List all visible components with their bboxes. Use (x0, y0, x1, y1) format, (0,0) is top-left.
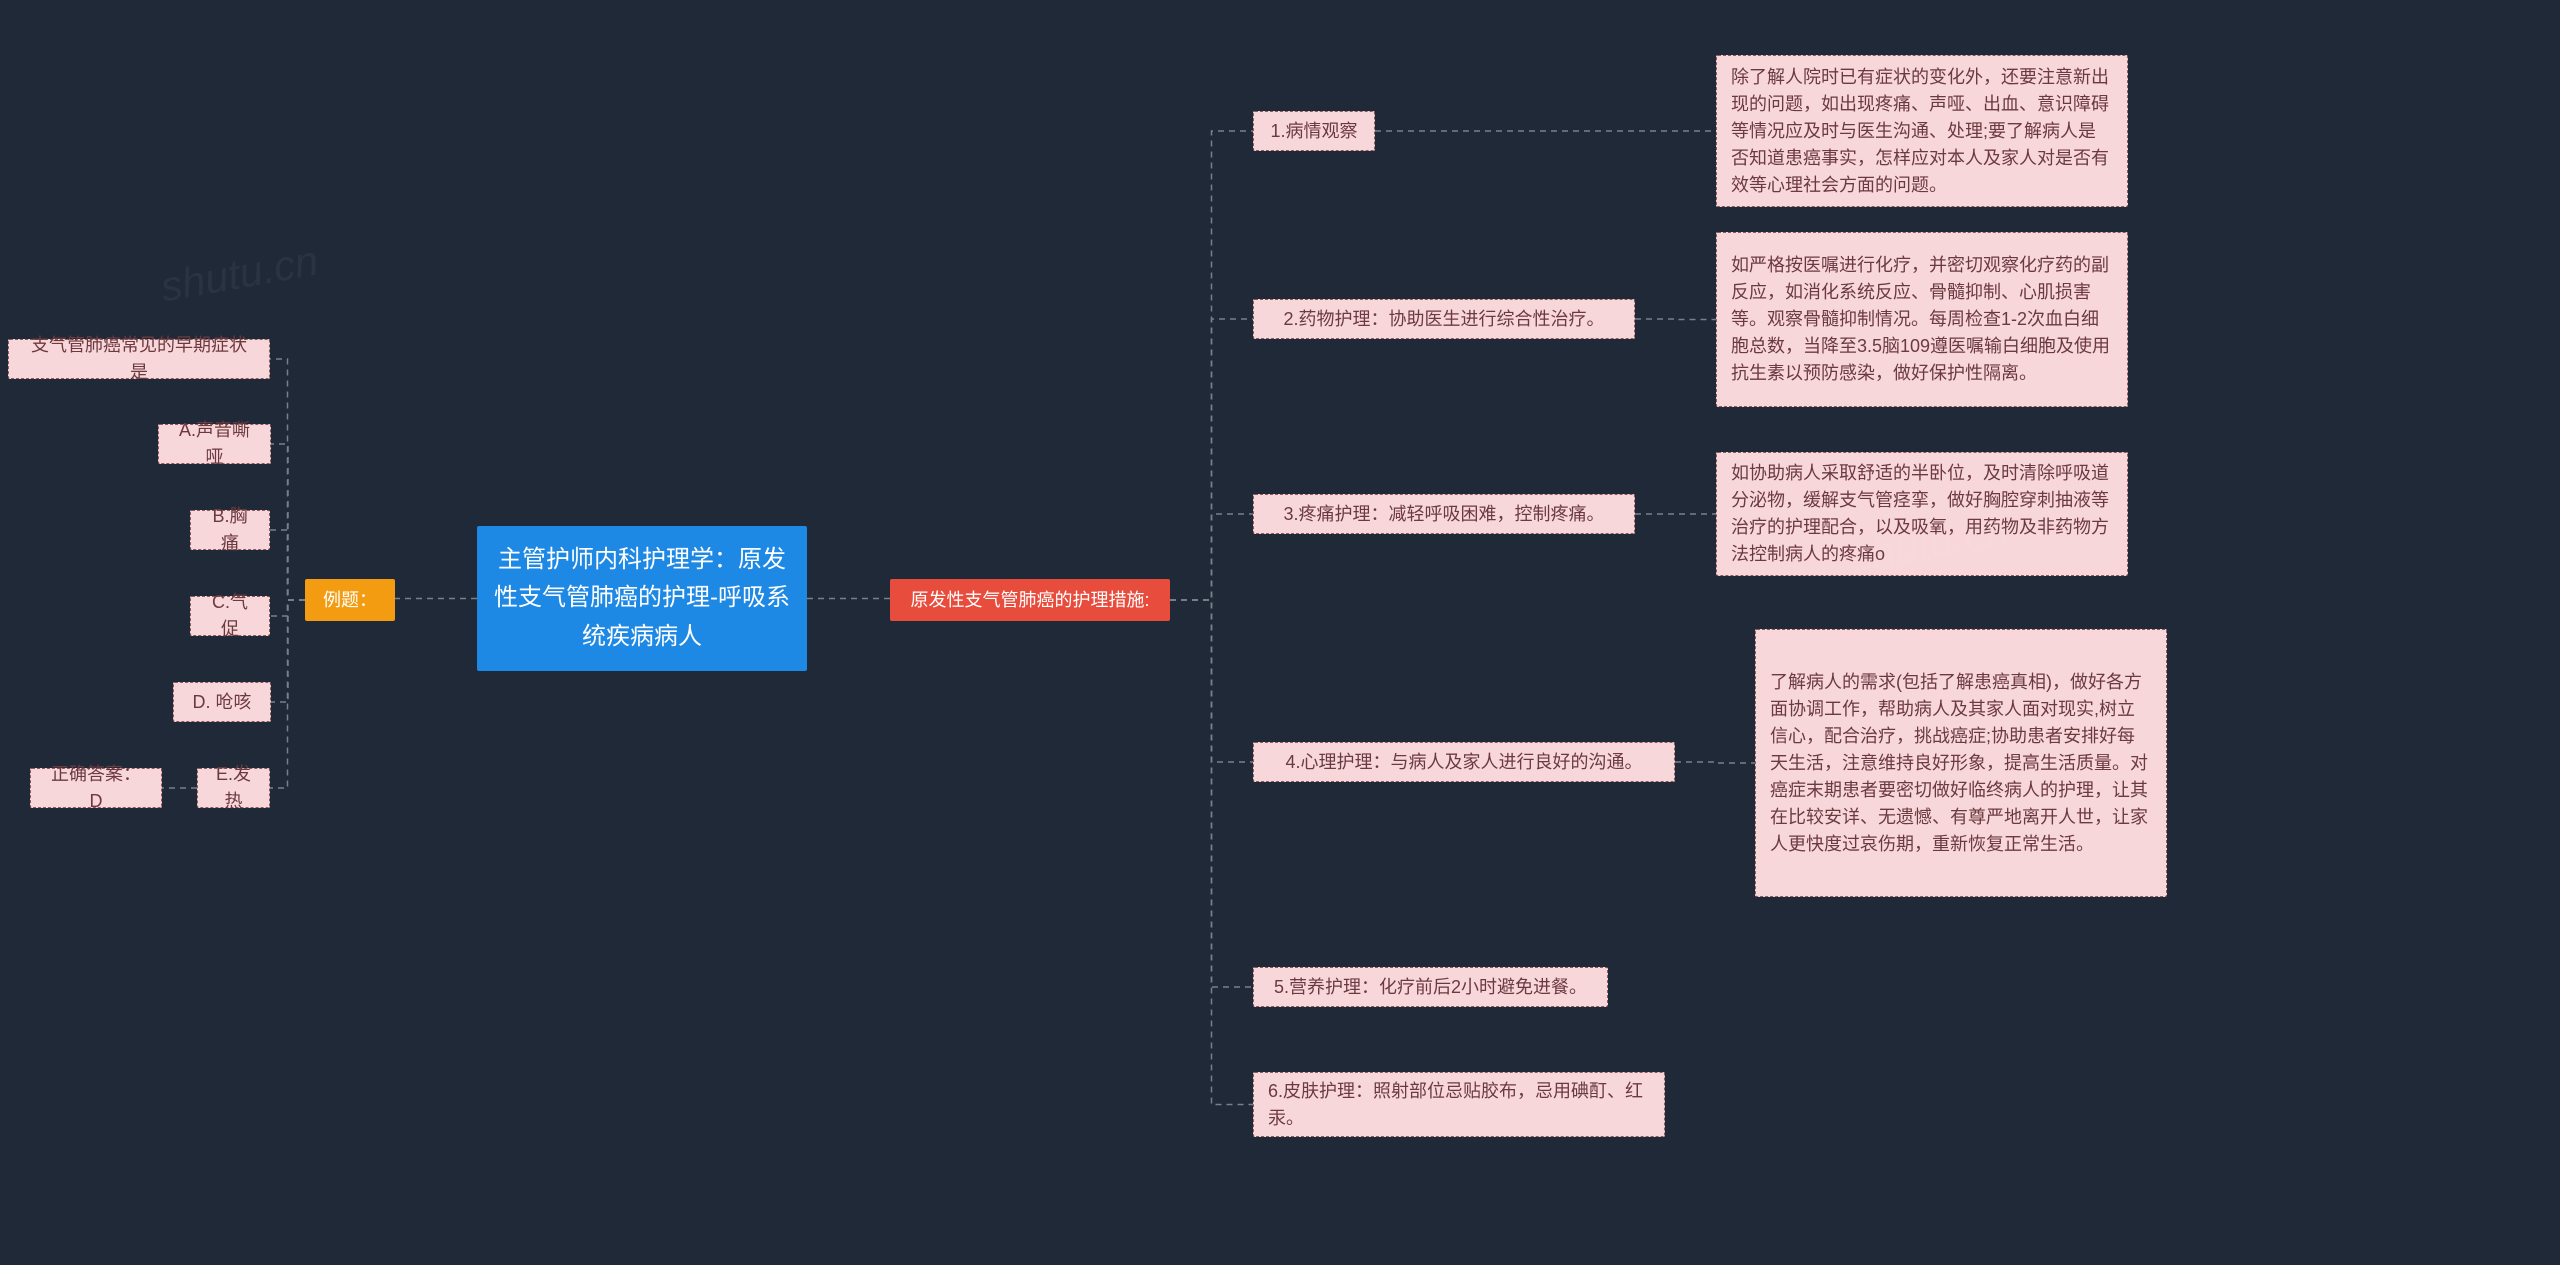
r4-detail-node: 了解病人的需求(包括了解患癌真相)，做好各方面协调工作，帮助病人及其家人面对现实… (1755, 629, 2167, 897)
left-q-node: 支气管肺癌常见的早期症状是 (8, 339, 270, 379)
r1-node: 1.病情观察 (1253, 111, 1375, 151)
left-answer-node: 正确答案：D (30, 768, 162, 808)
root-node: 主管护师内科护理学：原发性支气管肺癌的护理-呼吸系统疾病病人 (477, 526, 807, 671)
left-a-node: A.声音嘶哑 (158, 424, 271, 464)
left-e-node: E.发热 (197, 768, 270, 808)
r4-node: 4.心理护理：与病人及家人进行良好的沟通。 (1253, 742, 1675, 782)
left-c-node: C.气促 (190, 596, 270, 636)
right-branch-node: 原发性支气管肺癌的护理措施: (890, 579, 1170, 621)
r2-detail-node: 如严格按医嘱进行化疗，并密切观察化疗药的副反应，如消化系统反应、骨髓抑制、心肌损… (1716, 232, 2128, 407)
r3-node: 3.疼痛护理：减轻呼吸困难，控制疼痛。 (1253, 494, 1635, 534)
r3-detail-node: 如协助病人采取舒适的半卧位，及时清除呼吸道分泌物，缓解支气管痉挛，做好胸腔穿刺抽… (1716, 452, 2128, 576)
r2-node: 2.药物护理：协助医生进行综合性治疗。 (1253, 299, 1635, 339)
left-d-node: D. 呛咳 (173, 682, 271, 722)
watermark-1: shutu.cn (157, 237, 322, 312)
left-b-node: B.胸痛 (190, 510, 270, 550)
r1-detail-node: 除了解人院时已有症状的变化外，还要注意新出现的问题，如出现疼痛、声哑、出血、意识… (1716, 55, 2128, 207)
r6-node: 6.皮肤护理：照射部位忌贴胶布，忌用碘酊、红汞。 (1253, 1072, 1665, 1137)
left-branch-node: 例题： (305, 579, 395, 621)
r5-node: 5.营养护理：化疗前后2小时避免进餐。 (1253, 967, 1608, 1007)
